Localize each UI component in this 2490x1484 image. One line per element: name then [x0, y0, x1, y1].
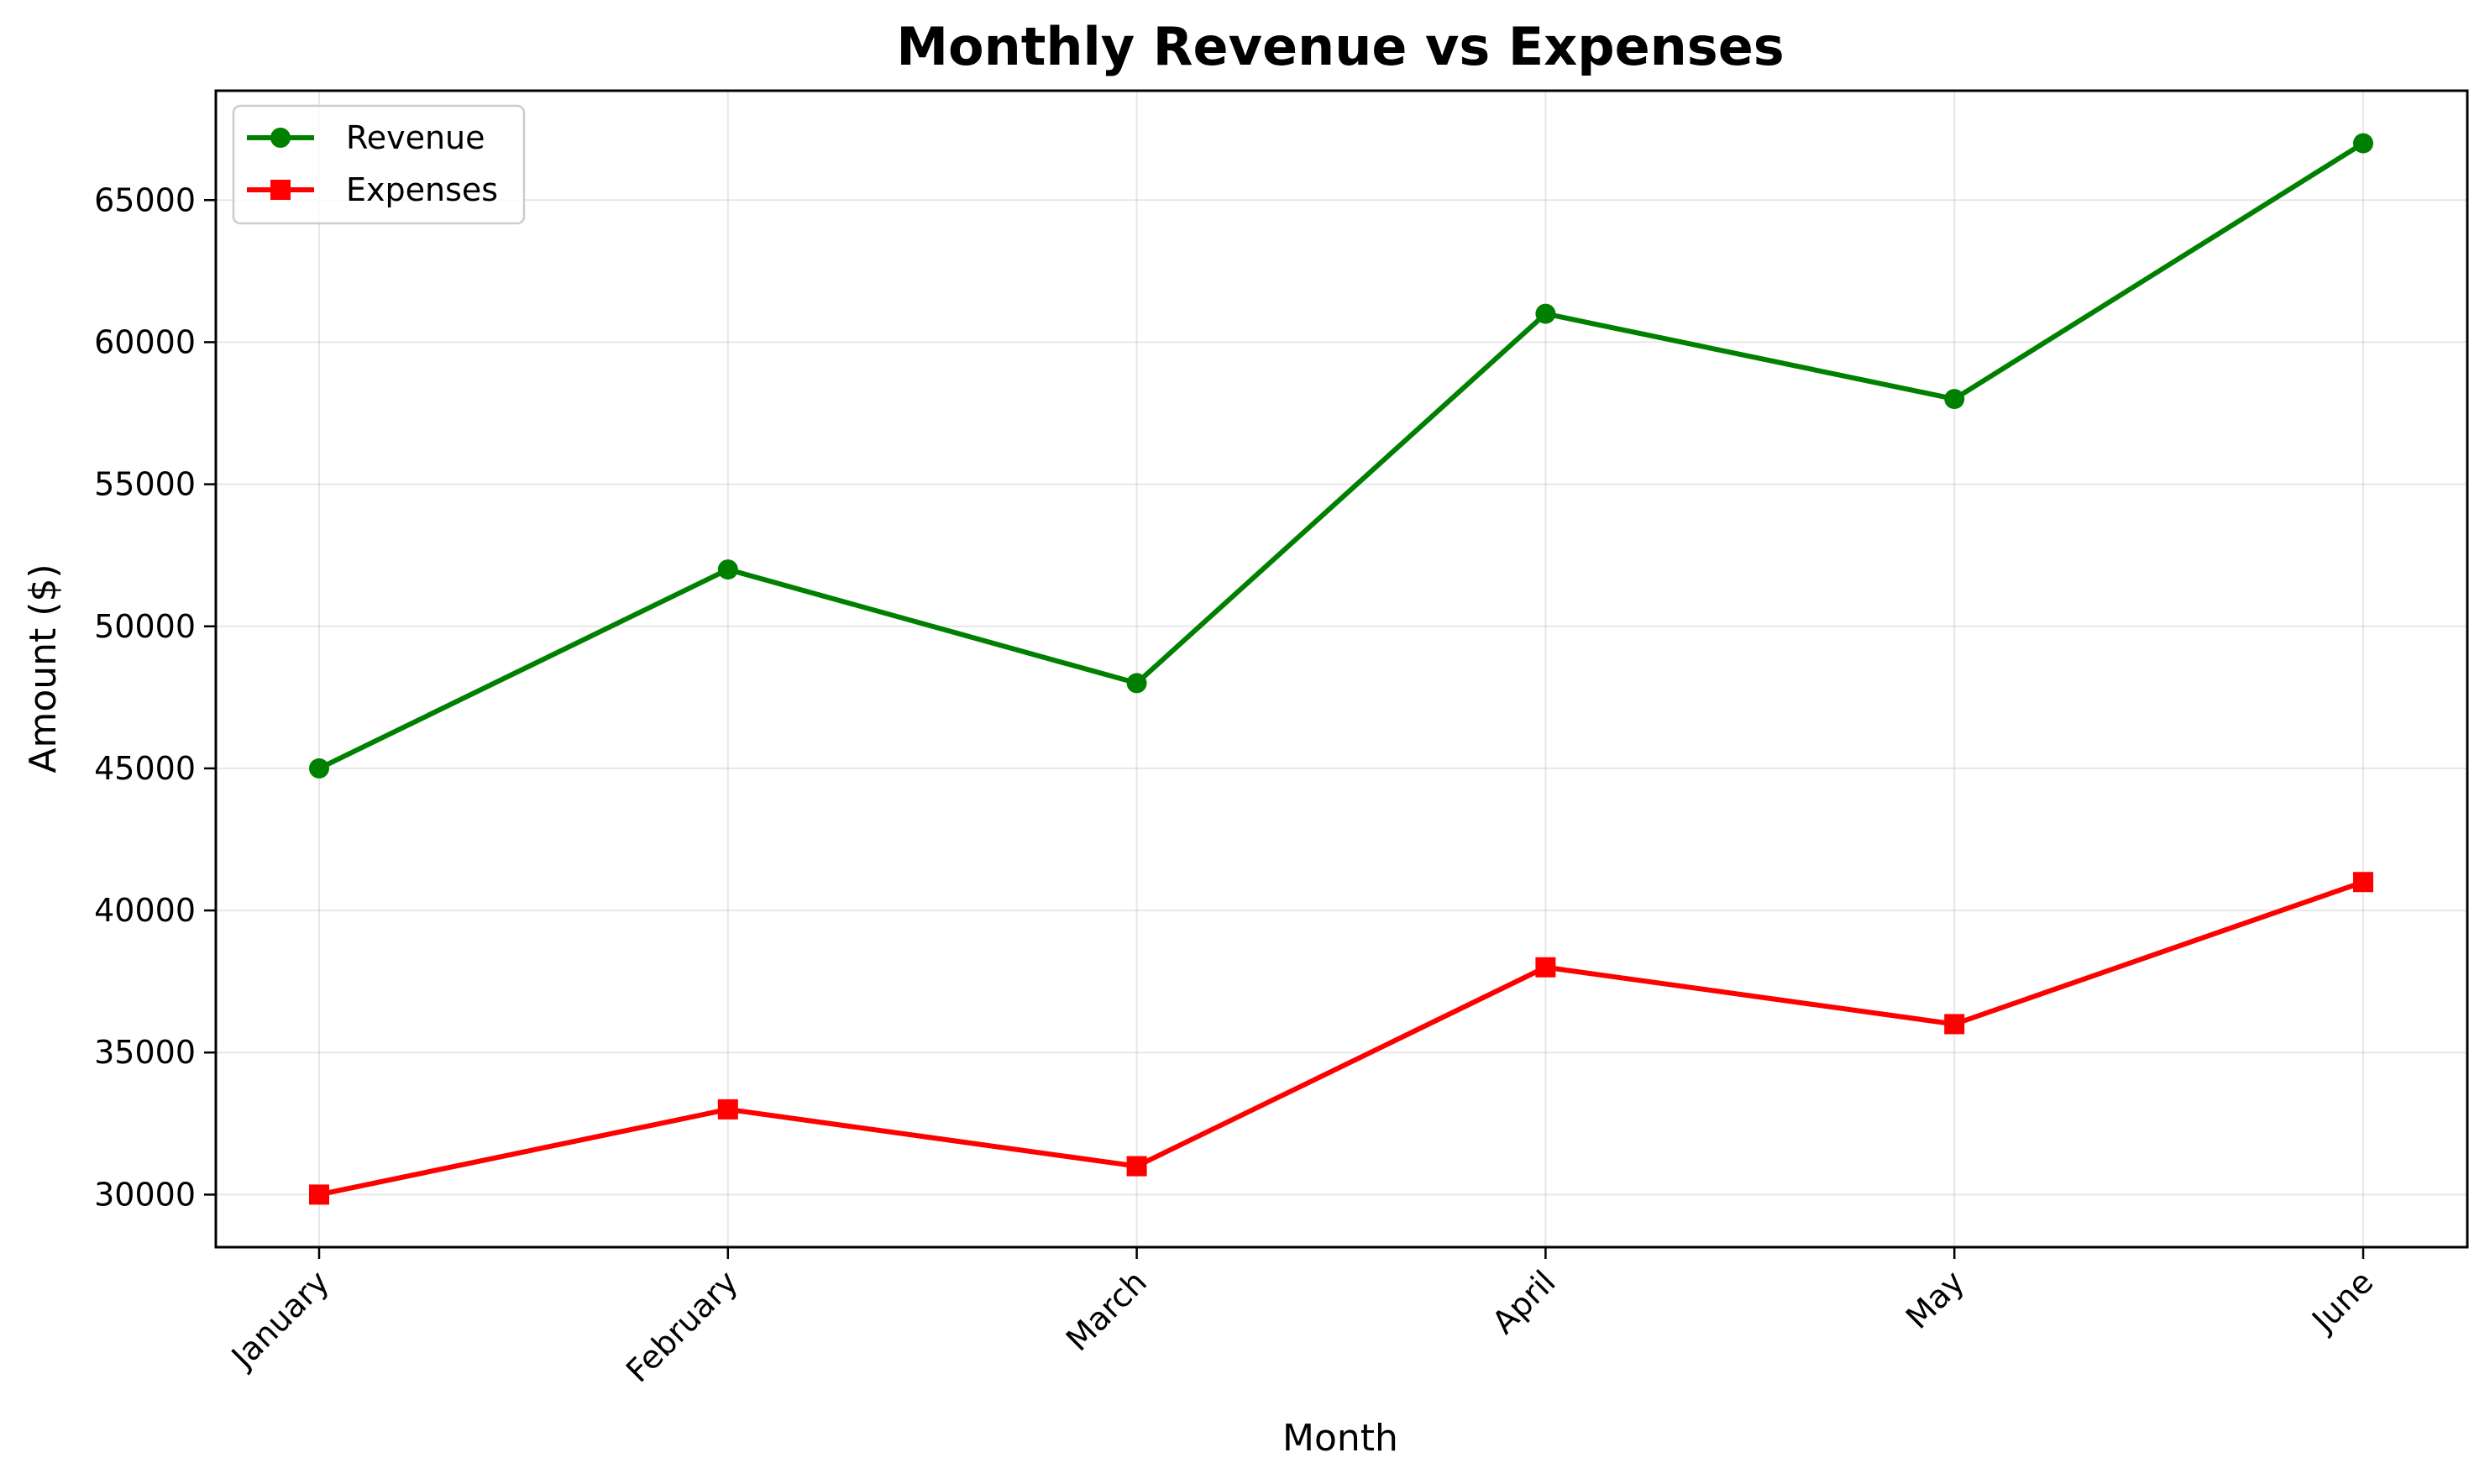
revenue-point	[717, 559, 738, 580]
y-tick-label: 65000	[94, 181, 196, 218]
legend-marker	[270, 128, 291, 148]
expenses-point	[1535, 957, 1556, 978]
grid	[216, 91, 2467, 1247]
legend-marker	[270, 180, 291, 200]
legend-label: Expenses	[346, 171, 498, 208]
x-axis: January February March April May June	[223, 1247, 2380, 1389]
x-tick-label: February	[619, 1263, 745, 1389]
x-axis-label: Month	[1282, 1417, 1398, 1460]
y-tick-label: 40000	[94, 892, 196, 929]
expenses-point	[1126, 1156, 1147, 1177]
revenue-point	[1535, 303, 1556, 324]
y-axis: 30000 35000 40000 45000 50000 55000 60000 65000	[94, 181, 216, 1213]
y-tick-label: 60000	[94, 323, 196, 360]
y-tick-label: 50000	[94, 608, 196, 645]
x-tick-label: June	[2304, 1263, 2380, 1340]
expenses-point	[717, 1099, 738, 1120]
y-axis-label: Amount ($)	[22, 564, 65, 773]
chart-title: Monthly Revenue vs Expenses	[896, 16, 1784, 77]
x-tick-label: May	[1899, 1263, 1972, 1336]
series-expenses	[309, 872, 2373, 1205]
revenue-point	[2353, 133, 2373, 154]
y-tick-label: 35000	[94, 1034, 196, 1071]
plot-frame	[214, 89, 2469, 1249]
series-layer	[309, 133, 2373, 1205]
legend-entry-expenses: Expenses	[247, 171, 498, 208]
y-tick-label: 30000	[94, 1176, 196, 1213]
series-revenue	[309, 133, 2373, 779]
expenses-line	[318, 879, 2364, 1198]
revenue-point	[1944, 389, 1965, 410]
expenses-point	[309, 1184, 329, 1205]
revenue-point	[309, 758, 329, 779]
expenses-point	[1944, 1014, 1965, 1035]
legend-label: Revenue	[346, 119, 485, 156]
legend-entry-revenue: Revenue	[247, 119, 485, 156]
x-tick-label: April	[1485, 1263, 1563, 1341]
y-tick-label: 45000	[94, 750, 196, 787]
legend: Revenue Expenses	[232, 104, 526, 225]
expenses-point	[2353, 872, 2373, 893]
y-tick-label: 55000	[94, 466, 196, 503]
x-tick-label: March	[1059, 1263, 1154, 1358]
x-tick-label: January	[223, 1263, 336, 1376]
revenue-point	[1126, 673, 1147, 694]
revenue-line	[317, 141, 2365, 771]
